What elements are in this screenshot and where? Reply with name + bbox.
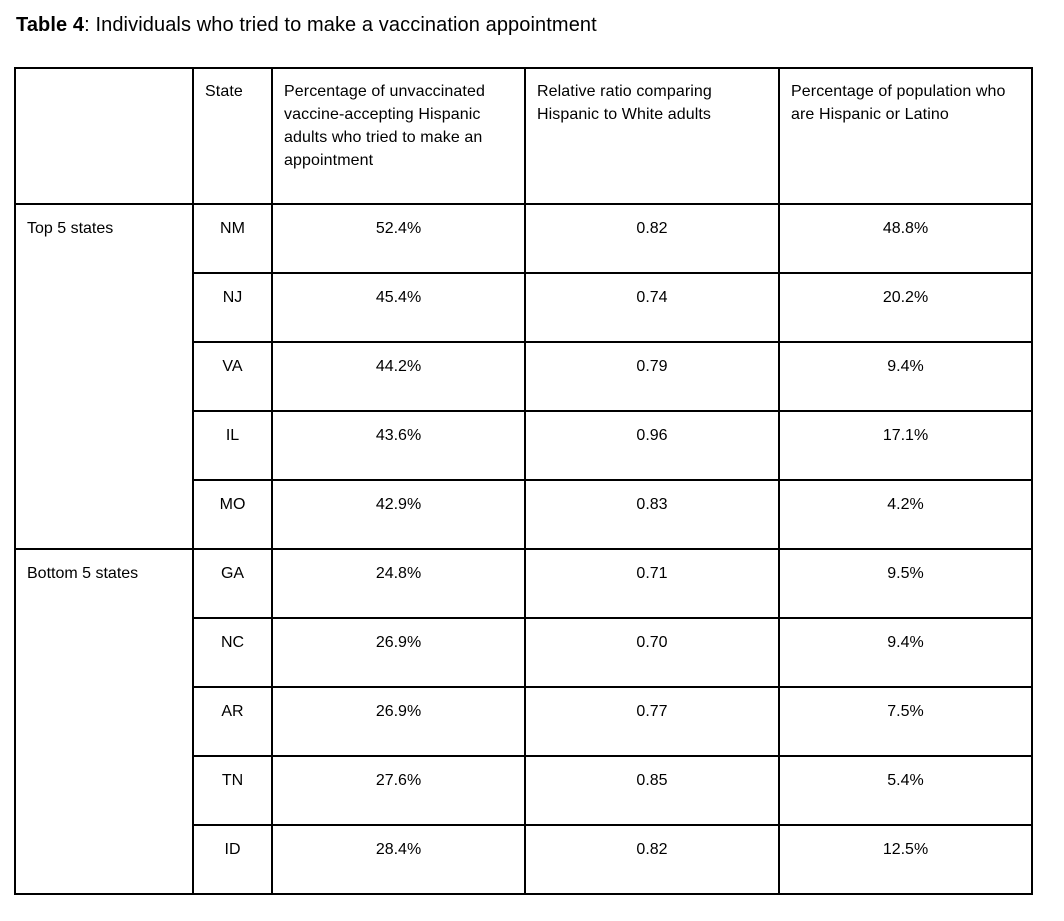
table-row: AR 26.9% 0.77 7.5%	[15, 686, 1033, 757]
pct-tried-cell: 26.9%	[271, 617, 526, 688]
pct-tried-cell: 42.9%	[271, 479, 526, 550]
ratio-cell: 0.96	[524, 410, 780, 481]
pct-pop-cell: 9.5%	[778, 548, 1033, 619]
table-row: Bottom 5 states GA 24.8% 0.71 9.5%	[14, 548, 1033, 895]
pct-pop-cell: 4.2%	[778, 479, 1033, 550]
pct-tried-cell: 24.8%	[271, 548, 526, 619]
pct-tried-cell: 44.2%	[271, 341, 526, 412]
state-cell: ID	[192, 824, 273, 895]
header-group-blank	[14, 67, 194, 205]
pct-pop-cell: 9.4%	[778, 341, 1033, 412]
table-caption: Table 4: Individuals who tried to make a…	[16, 12, 1064, 38]
state-cell: IL	[192, 410, 273, 481]
ratio-cell: 0.82	[524, 203, 780, 274]
state-cell: MO	[192, 479, 273, 550]
group-label-bottom5: Bottom 5 states	[14, 548, 194, 895]
pct-tried-cell: 26.9%	[271, 686, 526, 757]
ratio-cell: 0.79	[524, 341, 780, 412]
table-row: NC 26.9% 0.70 9.4%	[15, 617, 1033, 688]
pct-pop-cell: 12.5%	[778, 824, 1033, 895]
ratio-cell: 0.85	[524, 755, 780, 826]
pct-pop-cell: 7.5%	[778, 686, 1033, 757]
pct-tried-cell: 28.4%	[271, 824, 526, 895]
pct-pop-cell: 20.2%	[778, 272, 1033, 343]
table-row: ID 28.4% 0.82 12.5%	[15, 824, 1033, 895]
state-cell: NC	[192, 617, 273, 688]
state-cell: TN	[192, 755, 273, 826]
table-row: IL 43.6% 0.96 17.1%	[15, 410, 1033, 481]
table-row: NJ 45.4% 0.74 20.2%	[15, 272, 1033, 343]
state-cell: NJ	[192, 272, 273, 343]
table-row: TN 27.6% 0.85 5.4%	[15, 755, 1033, 826]
pct-pop-cell: 5.4%	[778, 755, 1033, 826]
table-caption-label: Table 4	[16, 14, 85, 36]
ratio-cell: 0.71	[524, 548, 780, 619]
ratio-cell: 0.77	[524, 686, 780, 757]
table-header: State Percentage of unvaccinated vaccine…	[14, 67, 1033, 205]
group-label-top5: Top 5 states	[14, 203, 194, 550]
pct-pop-cell: 17.1%	[778, 410, 1033, 481]
table-row: MO 42.9% 0.83 4.2%	[15, 479, 1033, 550]
ratio-cell: 0.83	[524, 479, 780, 550]
vaccination-appointment-table: State Percentage of unvaccinated vaccine…	[14, 67, 1033, 895]
state-cell: AR	[192, 686, 273, 757]
header-ratio: Relative ratio comparing Hispanic to Whi…	[524, 67, 780, 205]
table-row: Top 5 states NM 52.4% 0.82 48.8%	[14, 203, 1033, 550]
state-cell: VA	[192, 341, 273, 412]
pct-pop-cell: 9.4%	[778, 617, 1033, 688]
table-row: VA 44.2% 0.79 9.4%	[15, 341, 1033, 412]
pct-tried-cell: 43.6%	[271, 410, 526, 481]
pct-pop-cell: 48.8%	[778, 203, 1033, 274]
pct-tried-cell: 52.4%	[271, 203, 526, 274]
pct-tried-cell: 27.6%	[271, 755, 526, 826]
header-pct-tried: Percentage of unvaccinated vaccine-accep…	[271, 67, 526, 205]
ratio-cell: 0.70	[524, 617, 780, 688]
table-caption-text: : Individuals who tried to make a vaccin…	[84, 14, 597, 36]
table-body: Top 5 states NM 52.4% 0.82 48.8% NJ 45.4…	[14, 203, 1033, 895]
pct-tried-cell: 45.4%	[271, 272, 526, 343]
header-row: State Percentage of unvaccinated vaccine…	[14, 67, 1033, 205]
state-cell: NM	[192, 203, 273, 274]
state-cell: GA	[192, 548, 273, 619]
ratio-cell: 0.82	[524, 824, 780, 895]
header-pct-pop: Percentage of population who are Hispani…	[778, 67, 1033, 205]
header-state: State	[192, 67, 273, 205]
ratio-cell: 0.74	[524, 272, 780, 343]
